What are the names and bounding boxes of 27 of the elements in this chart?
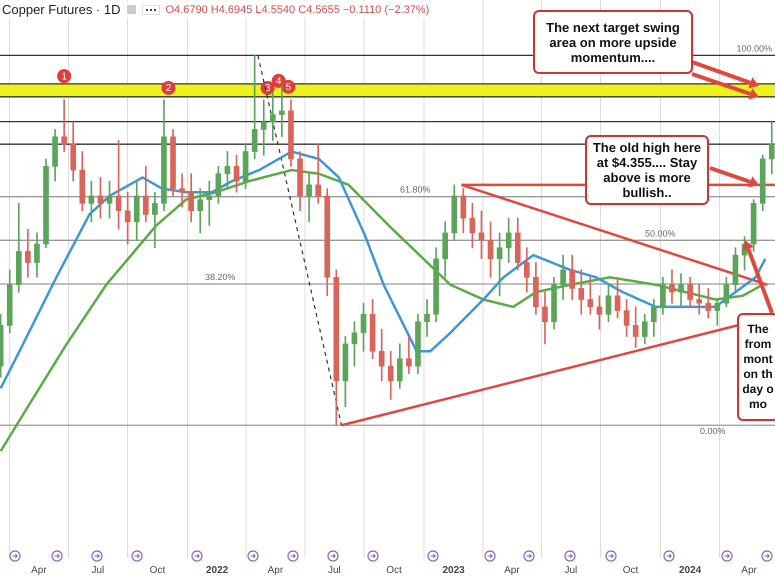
x-tick-label: Apr xyxy=(504,564,520,576)
x-tick-label: Oct xyxy=(622,564,638,576)
x-tick-label: 2022 xyxy=(206,564,229,576)
x-tick-label: Apr xyxy=(741,564,758,576)
annotation: 1 xyxy=(61,71,68,82)
annotation: 5 xyxy=(286,82,292,94)
x-tick-label: Oct xyxy=(150,564,166,576)
ref-line-label: 61.80% xyxy=(400,184,431,195)
ref-line-label: 100.00% xyxy=(736,43,772,54)
x-tick-label: Jul xyxy=(91,564,104,576)
chart-subtitle: O4.6790 H4.6945 L4.5540 C4.5655 −0.1110 (−2.37%) xyxy=(166,4,430,16)
x-tick-label: Apr xyxy=(31,564,48,576)
annotation: 2 xyxy=(166,83,172,94)
annotation: The from mont on th day o mo xyxy=(737,313,775,421)
annotation: The old high here at $4.355.... Stay above is more bullish.. xyxy=(585,135,709,205)
annotation: 4 xyxy=(276,76,282,88)
ref-line-label: 0.00% xyxy=(700,426,726,436)
ref-line-label: 50.00% xyxy=(645,228,676,238)
x-tick-label: Oct xyxy=(386,564,402,576)
chart-title: Copper Futures · 1D xyxy=(2,2,120,17)
x-tick-label: Jul xyxy=(564,564,578,576)
annotation: The next target swing area on more upside momentum.... xyxy=(533,10,693,74)
x-tick-label: Apr xyxy=(268,564,284,576)
x-tick-label: 2023 xyxy=(442,564,466,576)
x-tick-label: 2024 xyxy=(678,564,702,576)
x-tick-label: Jul xyxy=(328,564,341,576)
ref-line-label: 38.20% xyxy=(205,272,236,282)
